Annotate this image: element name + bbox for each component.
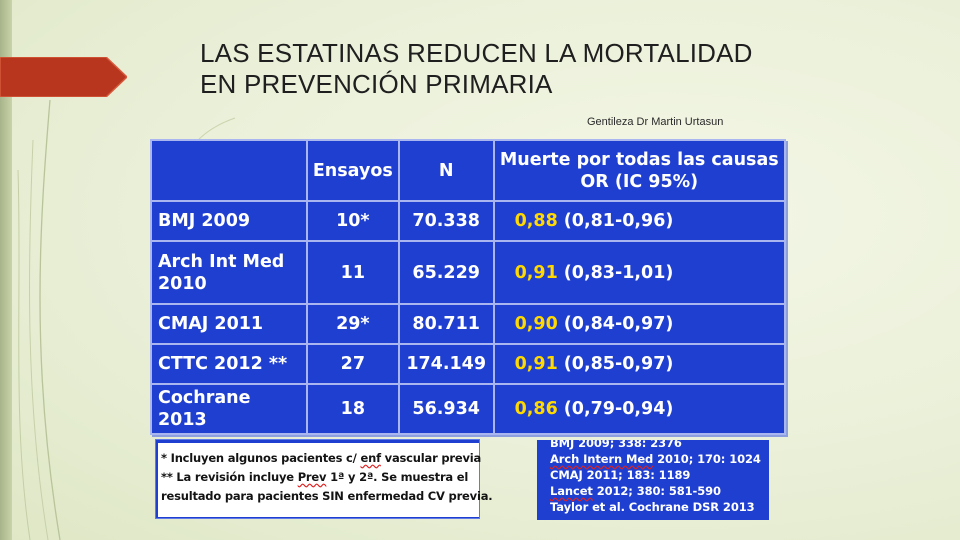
or-value: 0,91 [514,354,558,374]
header-n: N [397,139,495,202]
ci-value: (0,79-0,94) [563,399,674,419]
header-outcome-line2: OR (IC 95%) [580,171,699,192]
ensayos-value: 29* [305,303,400,345]
ensayos-value: 11 [305,240,400,305]
or-ci-cell: 0,91 (0,83-1,01) [492,240,787,305]
ensayos-value: 10* [305,200,400,242]
or-value: 0,91 [514,262,558,283]
footnote-line-3: resultado para pacientes SIN enfermedad … [161,489,493,503]
n-value: 56.934 [397,383,495,435]
n-value: 70.338 [397,200,495,242]
reference-5: Taylor et al. Cochrane DSR 2013 [550,500,755,514]
ensayos-value: 27 [305,343,400,385]
or-ci-cell: 0,90 (0,84-0,97) [492,303,787,345]
study-name: BMJ 2009 [150,200,308,242]
n-value: 65.229 [397,240,495,305]
table-row: BMJ 2009 10* 70.338 0,88 (0,81-0,96) [150,200,787,242]
n-value: 80.711 [397,303,495,345]
reference-details: 2010; 170: 1024 [653,452,761,466]
footnote-text: vascular previa [380,451,482,465]
or-value: 0,90 [514,314,558,334]
ci-value: (0,84-0,97) [563,314,674,334]
n-value: 174.149 [397,343,495,385]
footnote-text: * Incluyen algunos pacientes c/ [161,451,361,465]
study-name-line2: 2010 [158,273,207,294]
study-name-line1: CTTC 2012 ** [158,354,288,374]
footnote-line-1: * Incluyen algunos pacientes c/ enf vasc… [161,449,481,468]
study-name-line1: CMAJ 2011 [158,314,264,334]
table-row: Arch Int Med 2010 11 65.229 0,91 (0,83-1,0… [150,240,787,305]
header-ensayos: Ensayos [305,139,400,202]
statin-results-table: Ensayos N Muerte por todas las causas OR… [150,139,787,435]
or-value: 0,86 [514,399,558,419]
references-box: BMJ 2009; 338: 2376 Arch Intern Med 2010… [537,440,769,520]
title-line-1: LAS ESTATINAS REDUCEN LA MORTALIDAD [200,38,753,68]
title-line-2: EN PREVENCIÓN PRIMARIA [200,69,553,99]
study-name: Arch Int Med 2010 [150,240,308,305]
reference-journal: Lancet [550,484,593,498]
table-row: CTTC 2012 ** 27 174.149 0,91 (0,85-0,97) [150,343,787,385]
footnote-line-2: ** La revisión incluye Prev 1ª y 2ª. Se … [161,468,477,487]
arrow-tab-icon [0,57,127,97]
reference-details: 2012; 380: 581-590 [592,484,721,498]
header-outcome: Muerte por todas las causas OR (IC 95%) [492,139,787,202]
footnote-text: 1ª y 2ª. Se muestra el [326,470,469,484]
footnote-spellcheck-word: enf [360,451,381,465]
study-name-line1: BMJ 2009 [158,211,251,231]
credit-text: Gentileza Dr Martin Urtasun [587,116,724,128]
ci-value: (0,85-0,97) [563,354,674,374]
footnotes-box: * Incluyen algunos pacientes c/ enf vasc… [155,439,493,519]
study-name: CTTC 2012 ** [150,343,308,385]
footnote-spellcheck-word: Prev [297,470,327,484]
study-name-line1: Arch Int Med [158,251,285,272]
reference-3: CMAJ 2011; 183: 1189 [550,468,691,482]
or-ci-cell: 0,91 (0,85-0,97) [492,343,787,385]
ci-value: (0,83-1,01) [563,262,674,283]
table-row: CMAJ 2011 29* 80.711 0,90 (0,84-0,97) [150,303,787,345]
study-name-line1: Cochrane 2013 [158,388,251,430]
reference-2: Arch Intern Med 2010; 170: 1024 [550,451,765,467]
ensayos-value: 18 [305,383,400,435]
header-outcome-line1: Muerte por todas las causas [499,149,779,170]
study-name: Cochrane 2013 [150,383,308,435]
or-value: 0,88 [514,211,558,231]
study-name: CMAJ 2011 [150,303,308,345]
reference-journal: Arch Intern Med [550,452,654,466]
reference-4: Lancet 2012; 380: 581-590 [550,483,765,499]
or-ci-cell: 0,86 (0,79-0,94) [492,383,787,435]
header-blank [150,139,308,202]
or-ci-cell: 0,88 (0,81-0,96) [492,200,787,242]
ci-value: (0,81-0,96) [563,211,674,231]
reference-1: BMJ 2009; 338: 2376 [550,440,682,450]
footnotes-inner: * Incluyen algunos pacientes c/ enf vasc… [158,443,493,517]
footnote-text: ** La revisión incluye [161,470,298,484]
left-decor-band [0,0,12,540]
table-header-row: Ensayos N Muerte por todas las causas OR… [150,139,787,202]
slide-title: LAS ESTATINAS REDUCEN LA MORTALIDAD EN P… [200,38,880,100]
table-row: Cochrane 2013 18 56.934 0,86 (0,79-0,94) [150,383,787,435]
